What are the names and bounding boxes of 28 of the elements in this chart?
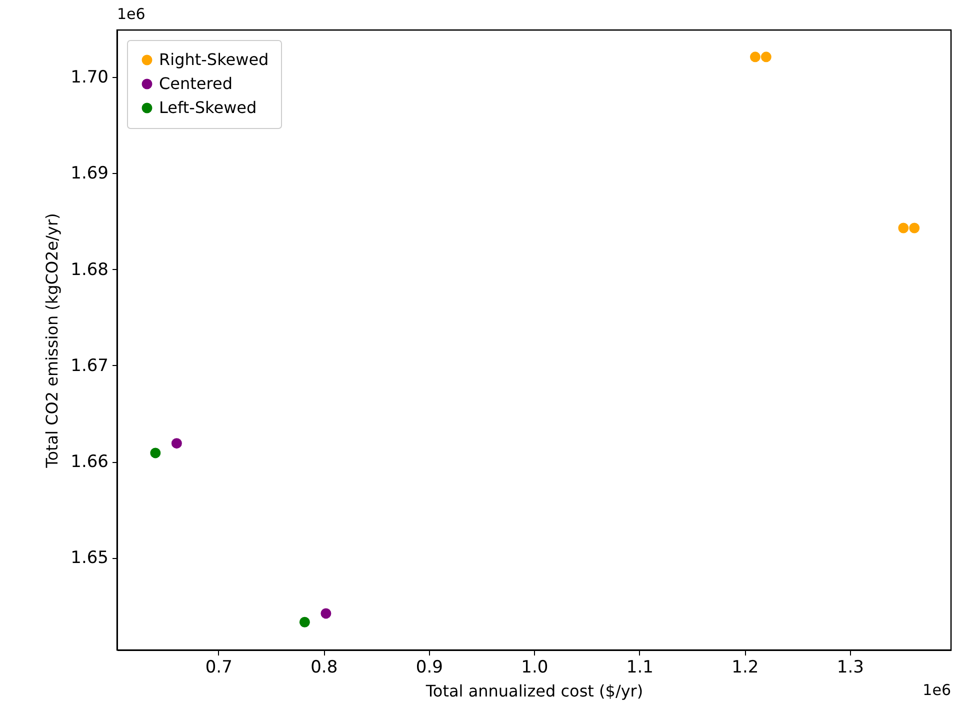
point: [150, 448, 161, 458]
legend-label: Right-Skewed: [159, 50, 269, 69]
point: [320, 608, 332, 619]
y-tick-label: 1.65: [70, 548, 108, 568]
x-axis-title: Total annualized cost ($/yr): [424, 682, 644, 700]
point: [171, 438, 182, 449]
y-tick-label: 1.67: [70, 356, 108, 376]
x-tick-label: 0.8: [310, 658, 338, 678]
point: [909, 222, 920, 234]
x-tick-label: 1.0: [521, 658, 548, 678]
x-tick-label: 0.7: [205, 658, 232, 678]
point: [299, 616, 310, 628]
legend-label: Centered: [159, 74, 232, 93]
text: 1e6: [117, 5, 146, 23]
point: [750, 52, 760, 62]
point: [898, 222, 909, 234]
x-tick-label: 1.3: [836, 658, 864, 678]
x-tick-label: 1.1: [626, 658, 654, 678]
legend-label: Left-Skewed: [159, 98, 257, 117]
y-tick-label: 1.68: [70, 260, 108, 280]
x-tick-label: 1.2: [732, 658, 759, 678]
y-axis-title: Total CO2 emission (kgCO2e/yr): [42, 213, 62, 469]
x-tick-label: 0.9: [416, 658, 443, 678]
point: [760, 52, 772, 62]
y-tick-label: 1.69: [70, 164, 108, 184]
text: 1e6: [922, 681, 951, 699]
y-tick-label: 1.70: [70, 68, 108, 88]
y-tick-label: 1.66: [70, 452, 108, 472]
